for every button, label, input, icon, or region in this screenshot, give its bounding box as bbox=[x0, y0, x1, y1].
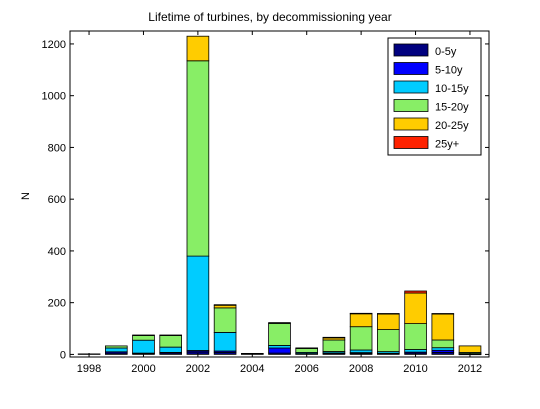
x-tick-label: 2006 bbox=[294, 363, 318, 375]
bar-segment-2001-series-2 bbox=[159, 346, 183, 353]
x-tick-label: 2002 bbox=[186, 363, 210, 375]
x-tick-label: 1998 bbox=[77, 363, 101, 375]
legend-swatch-0 bbox=[393, 43, 429, 57]
bar-segment-1999-series-2 bbox=[105, 347, 128, 353]
bar-segment-2000-series-4 bbox=[132, 334, 155, 336]
bar-segment-2009-series-4 bbox=[376, 313, 400, 331]
y-tick-label: 400 bbox=[48, 246, 66, 258]
legend-swatch-4 bbox=[393, 117, 429, 131]
bar-segment-2003-series-3 bbox=[213, 307, 237, 333]
bar-segment-2001-series-3 bbox=[159, 335, 183, 348]
x-tick-label: 2012 bbox=[458, 363, 482, 375]
bar-segment-2008-series-4 bbox=[349, 313, 373, 328]
y-tick-label: 600 bbox=[48, 194, 66, 206]
bar-segment-2007-series-3 bbox=[322, 339, 346, 352]
bar-segment-2002-series-3 bbox=[186, 60, 210, 257]
x-tick-label: 2008 bbox=[349, 363, 373, 375]
axes-group: 0 200 400 600 800 1000 1200 1998 2000 2002 2004 200… bbox=[42, 30, 490, 375]
bar-segment-2011-series-4 bbox=[431, 313, 455, 341]
bar-segment-2005-series-3 bbox=[268, 322, 291, 346]
bar-segment-2008-series-3 bbox=[349, 326, 373, 351]
chart-title: Lifetime of turbines, by decommissioning… bbox=[148, 10, 391, 24]
legend: 0-5y 5-10y 10-15y 15-20y 20-25y 25y+ bbox=[387, 37, 482, 156]
bar-segment-2008-series-5 bbox=[349, 312, 373, 315]
y-tick-label: 200 bbox=[48, 298, 66, 310]
bar-segment-2009-series-5 bbox=[376, 313, 400, 315]
legend-label-3: 15-20y bbox=[435, 102, 469, 114]
bar-segment-2012-series-4 bbox=[458, 345, 482, 353]
bar-segment-2002-series-4 bbox=[186, 35, 210, 62]
y-axis-label: N bbox=[20, 192, 32, 200]
bar-segment-2007-series-4 bbox=[322, 337, 346, 341]
legend-swatch-5 bbox=[393, 136, 429, 149]
bar-segment-2011-series-5 bbox=[431, 313, 455, 315]
x-tick-label: 2004 bbox=[240, 363, 264, 375]
x-tick-label: 2000 bbox=[131, 363, 155, 375]
bar-segment-2006-series-4 bbox=[295, 347, 318, 349]
bar-segment-2005-series-1 bbox=[268, 347, 291, 354]
legend-label-5: 25y+ bbox=[435, 139, 459, 151]
plot-frame bbox=[69, 30, 490, 358]
y-tick-label: 1000 bbox=[42, 91, 66, 103]
x-tick-label: 2010 bbox=[403, 363, 427, 375]
legend-label-4: 20-25y bbox=[435, 120, 469, 132]
y-tick-label: 0 bbox=[60, 349, 66, 361]
y-tick-label: 800 bbox=[48, 142, 66, 154]
y-tick-label: 1200 bbox=[42, 39, 66, 51]
bar-segment-2007-series-5 bbox=[322, 336, 346, 339]
bar-segment-1999-series-3 bbox=[105, 345, 128, 349]
legend-swatch-1 bbox=[393, 62, 429, 75]
legend-box bbox=[387, 37, 482, 156]
bar-segment-2005-series-4 bbox=[268, 322, 291, 324]
bar-segment-2010-series-3 bbox=[404, 323, 427, 350]
legend-label-2: 10-15y bbox=[435, 83, 469, 95]
legend-label-0: 0-5y bbox=[435, 46, 457, 58]
bar-segment-2001-series-4 bbox=[159, 334, 183, 336]
bar-segment-2010-series-5 bbox=[404, 290, 427, 294]
bar-segment-2006-series-3 bbox=[295, 348, 318, 353]
bar-segment-2003-series-2 bbox=[213, 331, 237, 352]
bar-segment-2000-series-3 bbox=[132, 335, 155, 341]
bar-segment-2003-series-5 bbox=[213, 304, 237, 306]
bar-segment-2010-series-4 bbox=[404, 292, 427, 325]
bar-segment-2000-series-2 bbox=[132, 339, 155, 354]
legend-label-1: 5-10y bbox=[435, 65, 463, 77]
legend-swatch-2 bbox=[393, 80, 429, 94]
bar-segment-2002-series-2 bbox=[186, 255, 210, 351]
legend-swatch-3 bbox=[393, 99, 429, 112]
bar-segment-2003-series-4 bbox=[213, 304, 237, 309]
bar-segment-2011-series-3 bbox=[431, 339, 455, 349]
bar-segment-2009-series-3 bbox=[376, 329, 400, 353]
